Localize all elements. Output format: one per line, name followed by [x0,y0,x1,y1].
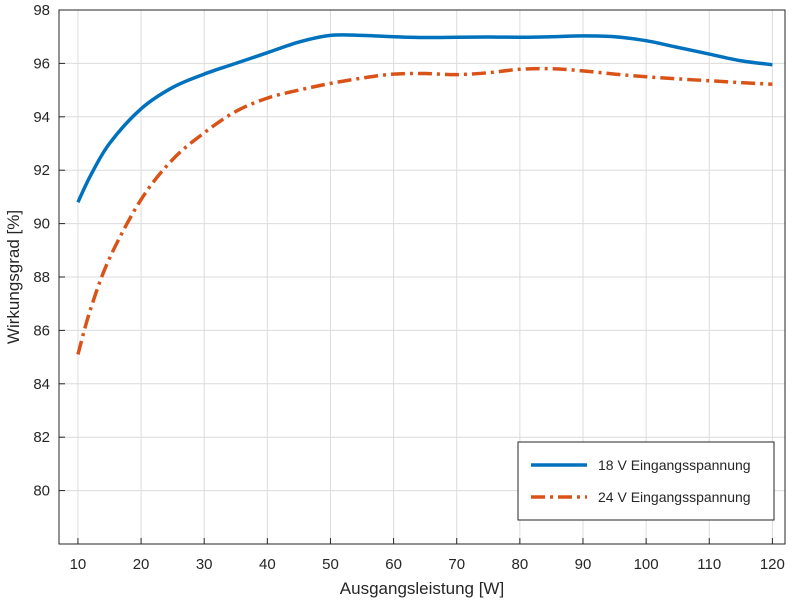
y-tick-label-92: 92 [33,162,50,179]
axis-ticks: 10 20 30 40 50 60 70 80 90 100 110 120 80 82 84 86 88 90 9… [33,2,785,573]
x-tick-label-40: 40 [259,556,276,573]
y-tick-label-94: 94 [33,109,50,126]
y-tick-label-86: 86 [33,322,50,339]
legend-label-18v: 18 V Eingangsspannung [598,457,751,473]
y-tick-label-80: 80 [33,483,50,500]
y-tick-label-96: 96 [33,55,50,72]
y-tick-label-88: 88 [33,269,50,286]
x-tick-label-110: 110 [697,556,721,573]
x-tick-label-90: 90 [575,556,592,573]
x-tick-label-50: 50 [322,556,339,573]
legend: 18 V Eingangsspannung 24 V Eingangsspann… [517,441,775,521]
y-tick-label-98: 98 [33,2,50,19]
x-tick-label-70: 70 [448,556,465,573]
x-tick-label-100: 100 [634,556,659,573]
x-tick-label-10: 10 [70,556,87,573]
series-line-18v [76,33,773,203]
y-axis-label: Wirkungsgrad [%] [4,210,23,344]
legend-label-24v: 24 V Eingangsspannung [598,489,751,505]
x-axis-label: Ausgangsleistung [W] [340,579,504,598]
x-tick-label-120: 120 [760,556,785,573]
y-tick-label-90: 90 [33,216,50,233]
series-lines [76,33,773,355]
y-tick-label-82: 82 [33,429,50,446]
x-tick-label-20: 20 [133,556,150,573]
legend-box [517,441,775,521]
x-tick-label-30: 30 [196,556,213,573]
x-tick-label-60: 60 [385,556,402,573]
x-tick-label-80: 80 [512,556,529,573]
series-line-24v [76,66,773,355]
y-tick-label-84: 84 [33,376,50,393]
